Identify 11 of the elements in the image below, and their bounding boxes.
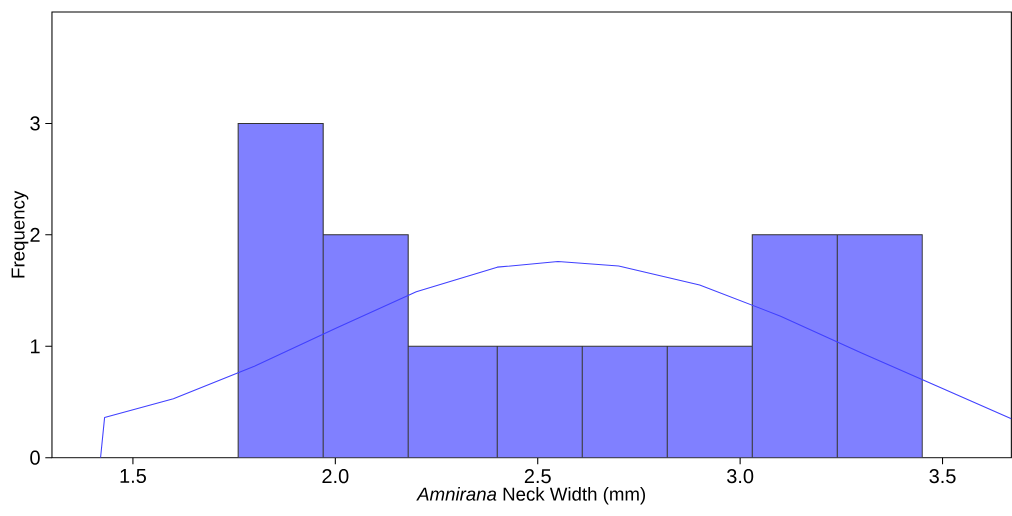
x-tick-label: 2.5 [524,469,551,484]
y-tick-label: 1 [31,339,40,354]
x-tick-label: 1.5 [120,469,146,484]
x-tick-label: 3.5 [929,469,956,484]
x-axis-title: Amnirana Neck Width (mm) [416,487,646,505]
y-tick-label: 3 [30,116,40,131]
y-tick-label: 0 [30,450,40,465]
x-tick-label: 3.0 [726,469,754,484]
y-tick-label: 2 [30,228,40,242]
y-axis-title: Frequency [11,190,29,278]
x-tick-label: 2.0 [322,469,349,484]
